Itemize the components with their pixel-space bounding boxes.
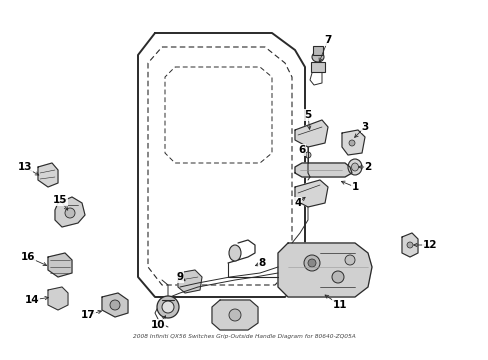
Text: 14: 14: [24, 295, 39, 305]
Ellipse shape: [162, 301, 174, 313]
Polygon shape: [294, 180, 327, 207]
Ellipse shape: [305, 152, 310, 158]
Ellipse shape: [348, 140, 354, 146]
Polygon shape: [102, 293, 128, 317]
Ellipse shape: [406, 242, 412, 248]
Ellipse shape: [110, 300, 120, 310]
Text: 17: 17: [81, 310, 95, 320]
Polygon shape: [294, 120, 327, 147]
Polygon shape: [48, 253, 72, 277]
Text: 8: 8: [258, 258, 265, 268]
Ellipse shape: [311, 52, 324, 62]
Text: 5: 5: [304, 110, 311, 120]
Text: 10: 10: [150, 320, 165, 330]
Text: 2: 2: [364, 162, 371, 172]
Polygon shape: [401, 233, 417, 257]
Bar: [310, 62, 325, 72]
Text: 13: 13: [18, 162, 32, 172]
Text: 1: 1: [351, 182, 358, 192]
Polygon shape: [178, 270, 202, 293]
Ellipse shape: [228, 309, 241, 321]
Text: 2008 Infiniti QX56 Switches Grip-Outside Handle Diagram for 80640-ZQ05A: 2008 Infiniti QX56 Switches Grip-Outside…: [132, 334, 355, 339]
Ellipse shape: [65, 208, 75, 218]
Ellipse shape: [307, 259, 315, 267]
Text: 4: 4: [294, 198, 301, 208]
Text: 15: 15: [53, 195, 67, 205]
Text: 6: 6: [298, 145, 305, 155]
Text: 7: 7: [324, 35, 331, 45]
Text: 9: 9: [176, 272, 183, 282]
Polygon shape: [48, 287, 68, 310]
Ellipse shape: [331, 271, 343, 283]
Ellipse shape: [351, 163, 358, 171]
Polygon shape: [294, 163, 351, 177]
Text: 16: 16: [20, 252, 35, 262]
Polygon shape: [278, 243, 371, 297]
Ellipse shape: [347, 159, 361, 175]
Polygon shape: [38, 163, 58, 187]
Text: 12: 12: [422, 240, 436, 250]
Ellipse shape: [157, 296, 179, 318]
Bar: [312, 45, 323, 54]
Ellipse shape: [345, 255, 354, 265]
Ellipse shape: [228, 245, 241, 261]
Ellipse shape: [304, 255, 319, 271]
Polygon shape: [212, 300, 258, 330]
Text: 11: 11: [332, 300, 346, 310]
Text: 3: 3: [361, 122, 368, 132]
Polygon shape: [341, 130, 364, 155]
Polygon shape: [55, 197, 85, 227]
